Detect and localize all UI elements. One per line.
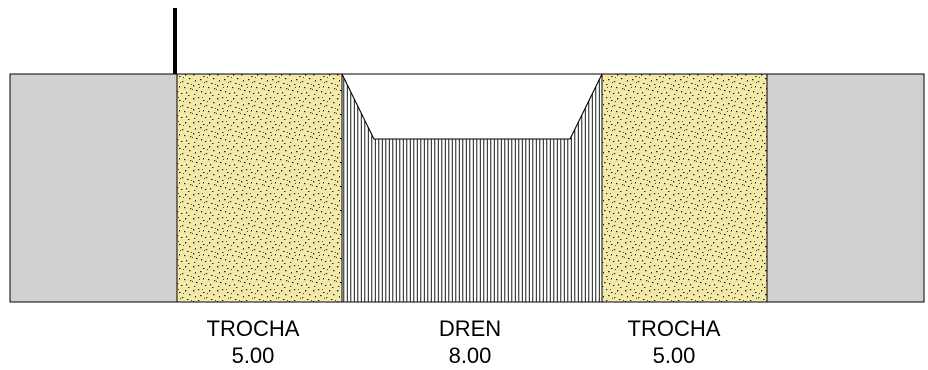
trocha-right-label: TROCHA	[628, 316, 721, 341]
road-right	[766, 73, 925, 303]
trocha-right-block	[601, 73, 768, 303]
trocha-left-block	[176, 73, 343, 303]
dren-label: DREN	[439, 316, 501, 341]
trocha-left-label: TROCHA	[207, 316, 300, 341]
trocha-right-width: 5.00	[653, 343, 696, 368]
marker-post	[173, 8, 177, 74]
dren-width: 8.00	[449, 343, 492, 368]
trocha-left-width: 5.00	[232, 343, 275, 368]
road-left	[9, 73, 178, 303]
dren-channel	[341, 73, 603, 140]
